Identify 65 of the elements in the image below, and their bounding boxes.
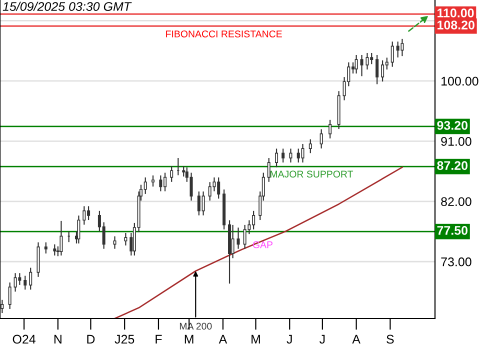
candlestick bbox=[152, 175, 155, 187]
ref-line-label: 93.20 bbox=[437, 120, 468, 130]
x-tick-label: F bbox=[156, 334, 162, 344]
candlestick bbox=[29, 268, 32, 290]
candlestick bbox=[320, 129, 323, 148]
candlestick bbox=[82, 206, 86, 225]
x-tick-label: J bbox=[319, 334, 325, 344]
x-tick-label: J25 bbox=[114, 334, 134, 344]
annotation: MAJOR SUPPORT bbox=[270, 170, 354, 178]
candlestick bbox=[390, 42, 394, 67]
candlestick bbox=[208, 182, 212, 201]
y-tick-label: 91.00 bbox=[441, 136, 472, 146]
x-tick-label: A bbox=[352, 334, 360, 344]
ref-line-label: 77.50 bbox=[437, 226, 468, 235]
candlestick bbox=[14, 273, 17, 292]
candlestick bbox=[376, 54, 379, 84]
x-tick-label: M bbox=[252, 334, 260, 344]
x-tick-label: O24 bbox=[12, 334, 36, 344]
candlestick bbox=[267, 158, 270, 182]
ref-line-label: 110.00 bbox=[438, 8, 474, 18]
y-tick-label: 100.00 bbox=[442, 76, 478, 86]
y-tick-label: 82.00 bbox=[441, 197, 472, 206]
ref-line-label: 108.20 bbox=[438, 20, 474, 30]
candlestick bbox=[44, 242, 48, 254]
candlestick bbox=[124, 232, 128, 246]
candlestick bbox=[354, 54, 358, 74]
candlestick bbox=[18, 273, 22, 285]
candlestick bbox=[236, 228, 240, 249]
candlestick bbox=[77, 216, 80, 244]
candlestick bbox=[396, 42, 400, 58]
candlestick bbox=[60, 220, 63, 256]
x-tick-label: M bbox=[184, 334, 194, 344]
x-tick-label: N bbox=[54, 334, 62, 344]
ref-line-label: 87.20 bbox=[437, 161, 468, 170]
candlestick bbox=[0, 300, 4, 314]
candlestick bbox=[243, 224, 246, 249]
candlestick bbox=[360, 54, 364, 76]
candlestick bbox=[301, 144, 304, 162]
line-series bbox=[114, 166, 403, 318]
annotation: FIBONACCI RESISTANCE bbox=[166, 30, 282, 38]
candlestick bbox=[231, 224, 234, 258]
candlestick bbox=[170, 166, 174, 182]
candlestick bbox=[366, 52, 369, 70]
candlestick bbox=[328, 120, 332, 138]
x-tick-label: S bbox=[386, 334, 394, 344]
candlestick bbox=[24, 276, 27, 290]
candlestick bbox=[190, 172, 193, 201]
candlestick bbox=[202, 191, 205, 216]
x-tick-label: A bbox=[218, 334, 228, 344]
candlestick bbox=[144, 177, 147, 194]
y-tick-label: 73.00 bbox=[441, 257, 472, 266]
candlestick bbox=[275, 148, 278, 168]
candlestick bbox=[381, 60, 384, 82]
candlestick bbox=[113, 236, 116, 249]
candlestick bbox=[289, 148, 292, 162]
candlestick bbox=[308, 139, 312, 154]
candlestick bbox=[159, 175, 162, 192]
candlestick bbox=[53, 244, 56, 256]
candlestick bbox=[8, 282, 12, 310]
annotation: 15/09/2025 03:30 GMT bbox=[2, 2, 132, 11]
candlestick bbox=[400, 38, 404, 56]
x-tick-label: D bbox=[87, 334, 95, 344]
annotation: GAP bbox=[252, 241, 272, 248]
candlestick bbox=[282, 148, 285, 162]
x-tick-label: J bbox=[286, 334, 292, 344]
